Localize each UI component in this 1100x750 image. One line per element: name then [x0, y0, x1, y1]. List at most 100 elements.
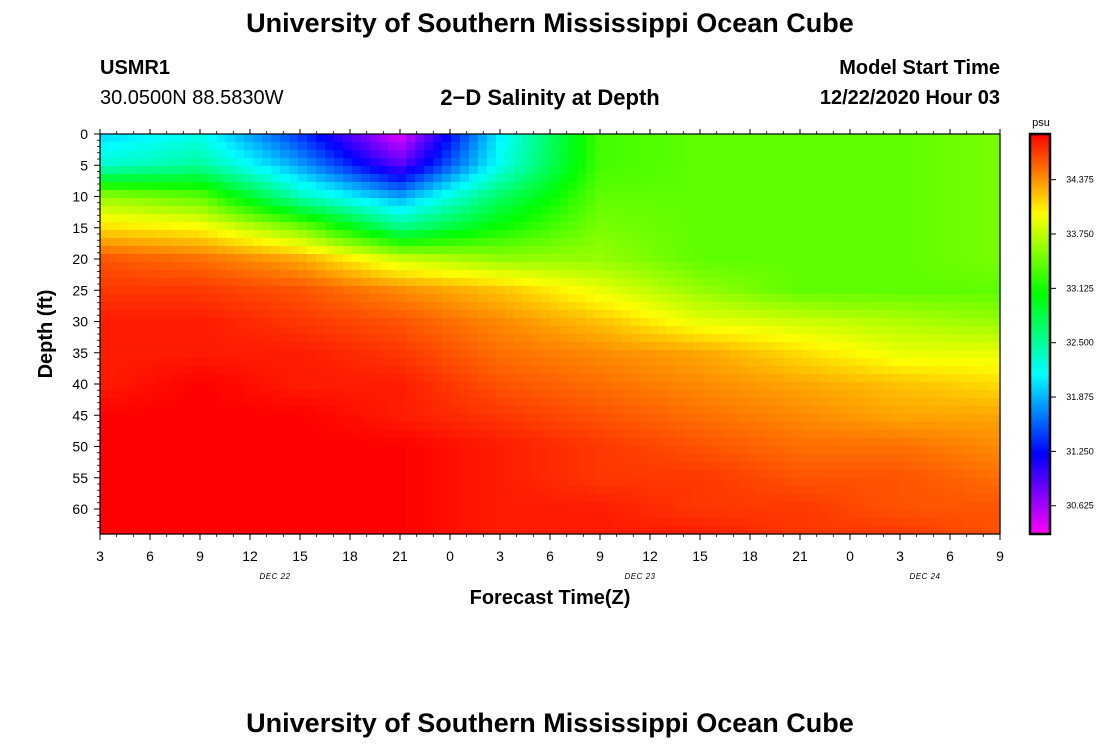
- heatmap-cell: [478, 318, 488, 327]
- heatmap-cell: [217, 486, 227, 495]
- heatmap-cell: [604, 494, 614, 503]
- heatmap-cell: [163, 142, 173, 151]
- heatmap-cell: [532, 310, 542, 319]
- heatmap-cell: [460, 510, 470, 519]
- heatmap-cell: [478, 166, 488, 175]
- heatmap-cell: [532, 446, 542, 455]
- heatmap-cell: [118, 422, 128, 431]
- heatmap-cell: [757, 438, 767, 447]
- heatmap-cell: [667, 318, 677, 327]
- heatmap-cell: [289, 294, 299, 303]
- heatmap-cell: [262, 270, 272, 279]
- heatmap-cell: [226, 382, 236, 391]
- heatmap-cell: [181, 358, 191, 367]
- heatmap-cell: [928, 182, 938, 191]
- heatmap-cell: [307, 382, 317, 391]
- heatmap-cell: [532, 174, 542, 183]
- heatmap-cell: [424, 206, 434, 215]
- heatmap-cell: [838, 502, 848, 511]
- heatmap-cell: [469, 470, 479, 479]
- heatmap-cell: [262, 318, 272, 327]
- heatmap-cell: [946, 166, 956, 175]
- heatmap-cell: [865, 526, 875, 535]
- heatmap-cell: [541, 334, 551, 343]
- heatmap-cell: [136, 278, 146, 287]
- heatmap-cell: [370, 414, 380, 423]
- heatmap-cell: [577, 166, 587, 175]
- heatmap-cell: [325, 310, 335, 319]
- heatmap-cell: [523, 406, 533, 415]
- heatmap-cell: [703, 294, 713, 303]
- heatmap-cell: [766, 270, 776, 279]
- heatmap-cell: [982, 494, 992, 503]
- heatmap-cell: [550, 406, 560, 415]
- heatmap-cell: [289, 406, 299, 415]
- heatmap-cell: [694, 366, 704, 375]
- heatmap-cell: [163, 390, 173, 399]
- heatmap-cell: [919, 262, 929, 271]
- heatmap-cell: [505, 382, 515, 391]
- heatmap-cell: [946, 294, 956, 303]
- heatmap-cell: [487, 518, 497, 527]
- heatmap-cell: [478, 214, 488, 223]
- heatmap-cell: [622, 478, 632, 487]
- heatmap-cell: [730, 454, 740, 463]
- heatmap-cell: [802, 446, 812, 455]
- heatmap-cell: [442, 262, 452, 271]
- heatmap-cell: [352, 350, 362, 359]
- heatmap-cell: [712, 478, 722, 487]
- heatmap-cell: [208, 270, 218, 279]
- heatmap-cell: [955, 190, 965, 199]
- heatmap-cell: [361, 366, 371, 375]
- heatmap-cell: [586, 430, 596, 439]
- heatmap-cell: [271, 278, 281, 287]
- heatmap-cell: [532, 502, 542, 511]
- heatmap-cell: [226, 478, 236, 487]
- heatmap-cell: [280, 350, 290, 359]
- heatmap-cell: [460, 206, 470, 215]
- heatmap-cell: [703, 230, 713, 239]
- heatmap-cell: [397, 302, 407, 311]
- heatmap-cell: [604, 398, 614, 407]
- heatmap-cell: [784, 494, 794, 503]
- heatmap-cell: [352, 366, 362, 375]
- heatmap-cell: [856, 390, 866, 399]
- heatmap-cell: [325, 470, 335, 479]
- heatmap-cell: [442, 342, 452, 351]
- heatmap-cell: [829, 454, 839, 463]
- heatmap-cell: [550, 278, 560, 287]
- heatmap-cell: [667, 454, 677, 463]
- heatmap-cell: [568, 198, 578, 207]
- heatmap-cell: [172, 142, 182, 151]
- heatmap-cell: [640, 142, 650, 151]
- heatmap-cell: [280, 182, 290, 191]
- heatmap-cell: [784, 262, 794, 271]
- heatmap-cell: [109, 374, 119, 383]
- heatmap-cell: [973, 294, 983, 303]
- heatmap-cell: [631, 286, 641, 295]
- heatmap-cell: [874, 246, 884, 255]
- heatmap-cell: [703, 278, 713, 287]
- heatmap-cell: [244, 454, 254, 463]
- heatmap-cell: [145, 166, 155, 175]
- heatmap-cell: [280, 422, 290, 431]
- heatmap-cell: [154, 406, 164, 415]
- heatmap-cell: [964, 502, 974, 511]
- heatmap-cell: [550, 246, 560, 255]
- heatmap-cell: [622, 206, 632, 215]
- heatmap-cell: [424, 454, 434, 463]
- heatmap-cell: [388, 270, 398, 279]
- heatmap-cell: [487, 454, 497, 463]
- heatmap-cell: [982, 142, 992, 151]
- heatmap-cell: [640, 478, 650, 487]
- heatmap-cell: [163, 494, 173, 503]
- heatmap-cell: [370, 174, 380, 183]
- heatmap-cell: [424, 342, 434, 351]
- heatmap-cell: [622, 182, 632, 191]
- heatmap-cell: [280, 366, 290, 375]
- heatmap-cell: [226, 470, 236, 479]
- heatmap-cell: [496, 462, 506, 471]
- heatmap-cell: [586, 278, 596, 287]
- heatmap-cell: [154, 310, 164, 319]
- heatmap-cell: [865, 406, 875, 415]
